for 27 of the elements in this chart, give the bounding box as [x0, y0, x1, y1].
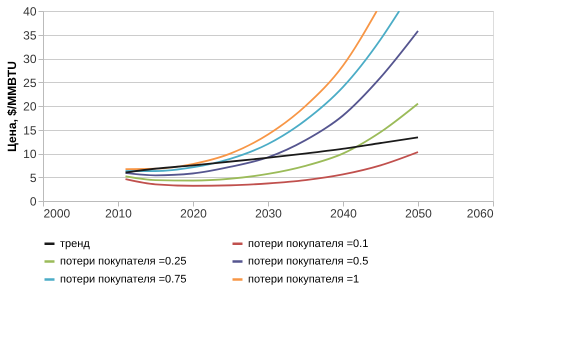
- line-series: [124, 102, 419, 182]
- line-series: [124, 136, 419, 174]
- x-tick-label: 2040: [330, 206, 358, 220]
- legend-label: потери покупателя =0.1: [248, 238, 368, 250]
- line-series: [124, 151, 419, 187]
- legend-label: потери покупателя =0.25: [60, 256, 186, 268]
- y-axis-title: Цена, $/MMBTU: [5, 61, 20, 152]
- y-tick-label: 20: [23, 100, 37, 114]
- y-tick-label: 15: [23, 123, 37, 138]
- y-tick-label: 25: [23, 76, 37, 90]
- x-tick-label: 2030: [255, 206, 282, 220]
- x-tick-label: 2000: [44, 206, 71, 220]
- legend-label: тренд: [60, 238, 90, 250]
- legend-label: потери покупателя =0.5: [248, 256, 368, 268]
- y-tick-label: 30: [23, 52, 37, 66]
- y-tick-label: 40: [23, 4, 37, 18]
- y-tick-label: 10: [23, 147, 37, 161]
- x-tick-label: 2010: [105, 206, 132, 220]
- legend-label: потери покупателя =1: [248, 274, 360, 286]
- y-tick-label: 0: [30, 194, 37, 208]
- x-tick-label: 2020: [180, 206, 208, 220]
- y-tick-label: 35: [23, 28, 37, 42]
- x-tick-label: 2060: [466, 206, 494, 220]
- x-tick-label: 2050: [405, 206, 432, 220]
- legend-label: потери покупателя =0.75: [60, 274, 186, 286]
- line-series: [124, 30, 419, 176]
- y-tick-label: 5: [30, 170, 37, 185]
